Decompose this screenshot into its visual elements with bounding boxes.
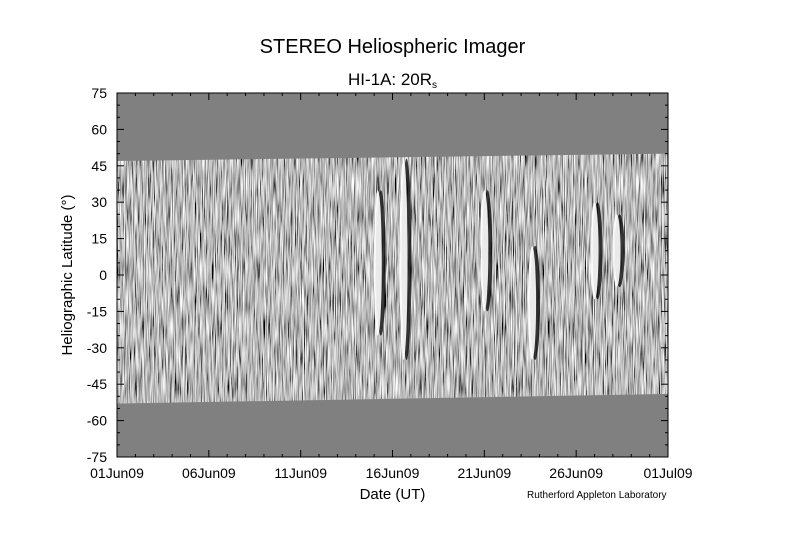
y-tick-label: 75 [91, 85, 107, 101]
y-axis-label: Heliographic Latitude (°) [59, 194, 76, 355]
y-tick-label: 30 [91, 194, 107, 210]
y-tick-label: -30 [87, 340, 107, 356]
feature-3 [528, 245, 537, 360]
x-tick-label: 11Jun09 [274, 465, 327, 481]
y-tick-label: -15 [87, 303, 107, 319]
feature-2 [480, 190, 489, 312]
x-tick-label: 26Jun09 [549, 465, 603, 481]
chart-title: STEREO Heliospheric Imager [259, 36, 526, 58]
x-tick-label: 16Jun09 [366, 465, 420, 481]
credit-label: Rutherford Appleton Laboratory [527, 490, 667, 501]
x-tick-label: 06Jun09 [182, 465, 236, 481]
x-axis-label: Date (UT) [360, 486, 426, 503]
feature-0 [373, 190, 382, 336]
y-tick-label: 0 [99, 267, 107, 283]
y-tick-label: 60 [91, 121, 107, 137]
x-tick-label: 21Jun09 [457, 465, 511, 481]
data-band [117, 153, 668, 404]
subtitle-subscript: s [432, 80, 438, 91]
y-tick-label: -75 [87, 449, 107, 465]
feature-1 [399, 158, 408, 360]
chart-subtitle: HI-1A: 20Rs [0, 70, 785, 91]
y-tick-label: 45 [91, 158, 107, 174]
x-tick-label: 01Jun09 [90, 465, 144, 481]
feature-5 [612, 214, 621, 288]
x-tick-label: 01Jul09 [643, 465, 692, 481]
subtitle-main: HI-1A: 20R [347, 70, 433, 89]
y-tick-label: -60 [87, 413, 107, 429]
y-tick-label: -45 [87, 376, 107, 392]
y-tick-label: 15 [91, 231, 107, 247]
feature-4 [590, 202, 599, 300]
